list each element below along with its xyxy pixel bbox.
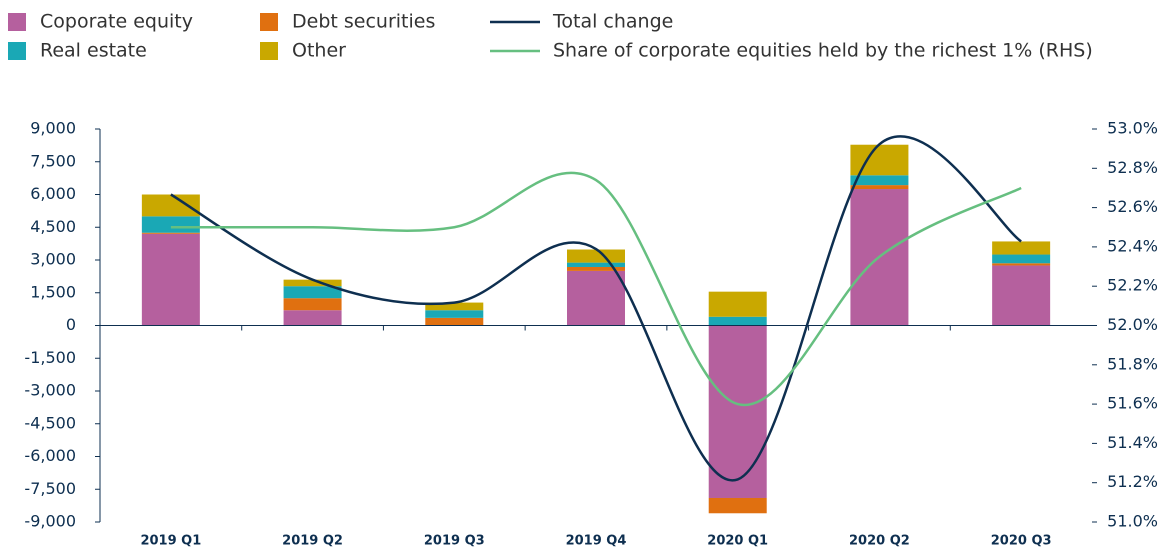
legend-swatch bbox=[260, 13, 278, 31]
y-tick-label: 9,000 bbox=[30, 119, 76, 138]
bar-segment bbox=[425, 302, 484, 311]
y-tick-label: 6,000 bbox=[30, 184, 76, 203]
y2-tick-label: 51.8% bbox=[1107, 354, 1158, 373]
bar-segment bbox=[992, 263, 1051, 266]
bar-segment bbox=[283, 279, 342, 287]
bar-segment bbox=[283, 310, 342, 326]
y-tick-label: -3,000 bbox=[24, 381, 76, 400]
y2-tick-label: 51.4% bbox=[1107, 433, 1158, 452]
bar-segment bbox=[850, 175, 909, 186]
bar-segment bbox=[708, 497, 767, 514]
x-tick-label: 2019 Q4 bbox=[566, 534, 627, 547]
y2-tick-label: 52.4% bbox=[1107, 236, 1158, 255]
x-tick-label: 2020 Q2 bbox=[849, 534, 910, 547]
legend-label: Total change bbox=[552, 11, 673, 33]
bar-segment bbox=[141, 194, 200, 217]
bar-segment bbox=[567, 270, 625, 326]
x-tick-label: 2020 Q1 bbox=[707, 534, 768, 547]
bar-segment bbox=[850, 144, 909, 176]
y2-tick-label: 51.2% bbox=[1107, 472, 1158, 491]
bar-segment bbox=[141, 216, 200, 233]
bar-segment bbox=[567, 249, 625, 263]
bar-segment bbox=[708, 316, 767, 326]
y2-tick-label: 51.6% bbox=[1107, 394, 1158, 413]
x-tick-label: 2020 Q3 bbox=[991, 534, 1052, 547]
bar-segment bbox=[567, 266, 625, 271]
legend-label: Other bbox=[292, 40, 346, 62]
y2-tick-label: 52.0% bbox=[1107, 315, 1158, 334]
bar-segment bbox=[708, 325, 767, 498]
bar-segment bbox=[850, 185, 909, 190]
bar-segment bbox=[425, 317, 484, 326]
y-tick-label: -4,500 bbox=[24, 413, 76, 432]
bar-segment bbox=[708, 291, 767, 317]
bar-segment bbox=[283, 286, 342, 299]
y2-tick-label: 52.8% bbox=[1107, 158, 1158, 177]
legend-swatch bbox=[8, 13, 26, 31]
bar-segment bbox=[283, 298, 342, 311]
y-tick-label: 7,500 bbox=[30, 151, 76, 170]
y-tick-label: 4,500 bbox=[30, 217, 76, 236]
legend-swatch bbox=[260, 42, 278, 60]
line-series bbox=[170, 135, 1022, 482]
y-tick-label: -7,500 bbox=[24, 479, 76, 498]
x-tick-label: 2019 Q3 bbox=[424, 534, 485, 547]
y2-tick-label: 52.2% bbox=[1107, 276, 1158, 295]
bar-segment bbox=[141, 233, 200, 326]
x-tick-label: 2019 Q2 bbox=[282, 534, 343, 547]
bar-segment bbox=[425, 310, 484, 318]
y-tick-label: 0 bbox=[66, 315, 76, 334]
y-tick-label: 1,500 bbox=[30, 282, 76, 301]
x-tick-label: 2019 Q1 bbox=[140, 534, 201, 547]
y-tick-label: -1,500 bbox=[24, 348, 76, 367]
legend-swatch bbox=[8, 42, 26, 60]
line-series bbox=[170, 171, 1022, 407]
legend-label: Coporate equity bbox=[40, 11, 193, 33]
legend-label: Share of corporate equities held by the … bbox=[553, 40, 1093, 62]
y-tick-label: -6,000 bbox=[24, 446, 76, 465]
bar-segment bbox=[992, 265, 1051, 326]
bar-segment bbox=[992, 241, 1051, 255]
legend-label: Debt securities bbox=[292, 11, 435, 33]
bar-segment bbox=[992, 254, 1051, 264]
y-tick-label: 3,000 bbox=[30, 250, 76, 269]
y2-tick-label: 52.6% bbox=[1107, 197, 1158, 216]
y2-tick-label: 53.0% bbox=[1107, 119, 1158, 138]
y2-tick-label: 51.0% bbox=[1107, 512, 1158, 531]
legend-label: Real estate bbox=[40, 40, 147, 62]
bar-segment bbox=[567, 262, 625, 267]
y-tick-label: -9,000 bbox=[24, 512, 76, 531]
bar-segment bbox=[141, 232, 200, 234]
